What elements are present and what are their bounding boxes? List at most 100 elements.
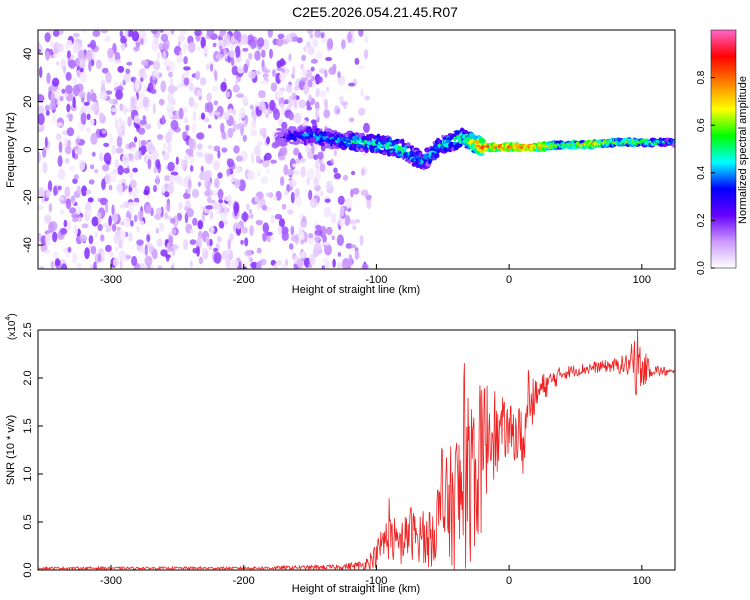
spectrogram-noise-cell (100, 79, 106, 87)
spectrogram-noise-cell (165, 65, 171, 72)
spectrogram-noise-cell (114, 59, 122, 64)
spectrogram-noise-cell (244, 249, 252, 257)
spectrogram-signal-cell (413, 154, 418, 158)
spectrogram-noise-cell (290, 225, 295, 236)
spectrogram-noise-cell (105, 244, 112, 252)
spectrogram-noise-cell (100, 30, 108, 34)
spectrogram-noise-cell (186, 188, 191, 195)
spectrogram-signal-cell (330, 134, 334, 137)
spectrogram-noise-cell (138, 150, 142, 161)
spectrogram-noise-cell (48, 203, 53, 213)
spectrogram-noise-cell (359, 234, 364, 246)
spectrogram-noise-cell (64, 146, 72, 155)
spectrogram-noise-cell (238, 122, 243, 127)
spectrogram-noise-cell (91, 151, 96, 157)
spectrogram-noise-cell (170, 171, 179, 176)
spectrogram-noise-cell (223, 111, 230, 121)
spectrogram-noise-cell (63, 65, 67, 74)
spectrogram-signal-cell (330, 138, 336, 143)
spectrogram-noise-cell (140, 68, 146, 77)
spectrogram-noise-cell (343, 101, 347, 110)
spectrogram-noise-cell (330, 158, 334, 164)
spectrogram-noise-cell (279, 176, 285, 187)
spectrogram-noise-cell (313, 176, 319, 187)
spectrogram-noise-cell (159, 30, 164, 33)
spectrogram-noise-cell (167, 143, 172, 154)
spectrogram-noise-cell (152, 60, 161, 71)
spectrogram-noise-cell (337, 252, 342, 257)
spectrogram-noise-cell (215, 53, 224, 60)
spectrogram-noise-cell (123, 216, 130, 228)
spectrogram-noise-cell (128, 231, 133, 242)
spectrogram-noise-cell (192, 217, 198, 226)
spectrogram-noise-cell (200, 36, 206, 49)
spectrogram-noise-cell (336, 108, 340, 114)
spectrogram-noise-cell (178, 201, 183, 210)
spectrogram-noise-cell (136, 239, 144, 246)
spectrogram-noise-cell (153, 37, 159, 45)
spectrogram-noise-cell (206, 101, 214, 114)
spectrogram-noise-cell (309, 197, 318, 209)
spectrogram-noise-cell (189, 155, 195, 164)
spectrogram-noise-cell (52, 77, 60, 87)
spectrogram-noise-cell (249, 104, 254, 110)
spectrogram-noise-cell (285, 84, 293, 93)
spectrogram-noise-cell (79, 71, 88, 83)
snr-yscale-base: (x10 (7, 320, 18, 340)
spectrogram-noise-cell (306, 41, 311, 48)
spectrogram-noise-cell (162, 50, 167, 61)
spectrogram-noise-cell (170, 61, 176, 73)
spectrogram-noise-cell (214, 177, 220, 189)
spectrogram-noise-cell (115, 89, 123, 100)
spectrogram-noise-cell (219, 31, 224, 38)
spectrogram-noise-cell (216, 236, 222, 243)
spectrogram-noise-cell (314, 30, 322, 38)
spectrogram-noise-cell (300, 239, 305, 245)
spectrogram-noise-cell (281, 203, 287, 210)
spectrogram-noise-cell (279, 72, 287, 82)
spectrogram-xtick-label: -100 (365, 274, 387, 286)
spectrogram-noise-cell (58, 141, 63, 153)
spectrogram-noise-cell (46, 72, 51, 84)
spectrogram-panel: -300 -200 -100 0 100 40 20 0 -20 -40 Height of st… (5, 29, 676, 296)
spectrogram-noise-cell (186, 175, 192, 180)
spectrogram-noise-cell (89, 39, 97, 50)
spectrogram-noise-cell (270, 82, 278, 92)
spectrogram-noise-cell (247, 170, 255, 181)
spectrogram-noise-cell (75, 204, 81, 216)
spectrogram-noise-cell (49, 101, 56, 111)
spectrogram-noise-cell (144, 255, 153, 267)
spectrogram-signal-cell (406, 142, 411, 147)
spectrogram-noise-cell (201, 211, 205, 223)
spectrogram-noise-cell (133, 115, 141, 124)
snr-xlabel: Height of straight line (km) (292, 583, 420, 595)
spectrogram-noise-cell (199, 77, 207, 86)
spectrogram-noise-cell (355, 219, 361, 224)
spectrogram-noise-cell (104, 36, 111, 43)
spectrogram-noise-cell (123, 107, 131, 113)
spectrogram-noise-cell (366, 197, 372, 210)
spectrogram-noise-cell (168, 235, 173, 247)
spectrogram-noise-cell (104, 173, 112, 185)
spectrogram-noise-cell (60, 228, 68, 235)
spectrogram-noise-cell (50, 260, 55, 269)
spectrogram-noise-cell (303, 83, 309, 95)
spectrogram-noise-cell (143, 84, 148, 92)
spectrogram-noise-cell (354, 57, 360, 65)
spectrogram-noise-cell (341, 258, 350, 269)
spectrogram-noise-cell (287, 209, 294, 215)
spectrogram-noise-cell (223, 220, 228, 225)
spectrogram-noise-cell (194, 30, 202, 37)
spectrogram-noise-cell (38, 151, 41, 163)
spectrogram-noise-cell (168, 71, 173, 78)
spectrogram-signal-cell (354, 132, 360, 136)
spectrogram-noise-cell (223, 196, 232, 202)
spectrogram-noise-cell (288, 53, 292, 62)
spectrogram-noise-cell (261, 49, 266, 58)
spectrogram-noise-cell (125, 68, 131, 74)
snr-ytick-label: 2.5 (22, 322, 34, 337)
spectrogram-noise-cell (232, 107, 236, 116)
spectrogram-noise-cell (163, 142, 167, 153)
spectrogram-noise-cell (139, 263, 145, 269)
spectrogram-noise-cell (188, 82, 194, 92)
